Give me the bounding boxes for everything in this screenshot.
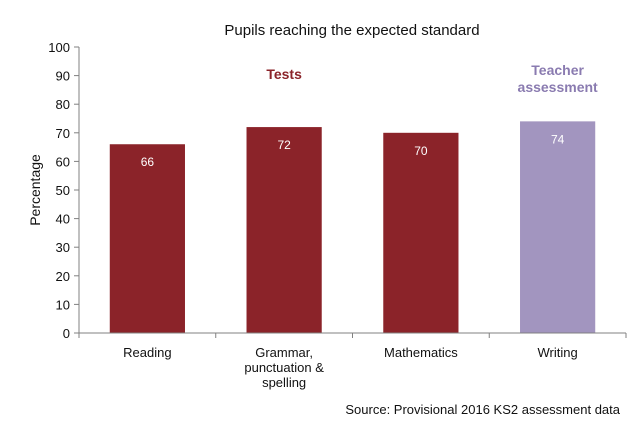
x-tick-label: Mathematics: [384, 345, 458, 360]
bar-group: 66 72 70 74: [109, 121, 596, 333]
y-axis-label: Percentage: [27, 154, 43, 226]
chart-title: Pupils reaching the expected standard: [224, 22, 479, 39]
x-tick-label: Reading: [123, 345, 171, 360]
bar-value-label: 74: [551, 132, 565, 146]
bar: [246, 127, 322, 333]
y-tick-label: 40: [56, 212, 70, 227]
annotation-label: Tests: [266, 66, 302, 82]
x-axis-ticks: Reading Grammar, punctuation & spelling Math…: [78, 333, 627, 390]
chart-annotations: Tests Teacher assessment: [266, 62, 598, 95]
x-tick-label: Writing: [538, 345, 578, 360]
bar: [520, 121, 596, 333]
y-tick-label: 100: [48, 40, 70, 55]
bar-value-label: 72: [277, 138, 291, 152]
bar: [109, 144, 185, 333]
x-tick-label: Grammar, punctuation & spelling: [244, 345, 324, 390]
source-note: Source: Provisional 2016 KS2 assessment …: [345, 402, 620, 417]
bar: [383, 132, 459, 333]
annotation-label: Teacher assessment: [518, 62, 599, 95]
y-axis-ticks: 0 10 20 30 40 50 60 70 80 90 100: [48, 40, 79, 341]
y-tick-label: 80: [56, 97, 70, 112]
y-tick-label: 0: [63, 326, 70, 341]
y-tick-label: 30: [56, 240, 70, 255]
bar-value-label: 70: [414, 144, 428, 158]
y-tick-label: 20: [56, 269, 70, 284]
y-tick-label: 50: [56, 183, 70, 198]
bar-value-label: 66: [141, 155, 155, 169]
y-tick-label: 70: [56, 126, 70, 141]
y-tick-label: 10: [56, 297, 70, 312]
y-tick-label: 90: [56, 69, 70, 84]
y-tick-label: 60: [56, 154, 70, 169]
